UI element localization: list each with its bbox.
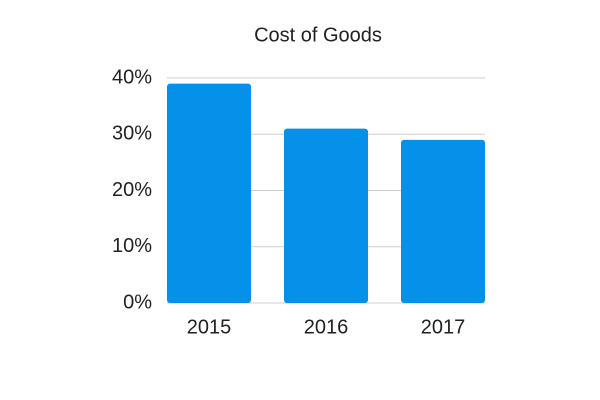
bar [284, 128, 368, 303]
x-tick-label: 2015 [187, 316, 232, 338]
y-tick-label: 20% [112, 179, 152, 201]
bar [401, 139, 485, 303]
chart-title: Cost of Goods [254, 24, 382, 46]
y-tick-label: 40% [112, 66, 152, 88]
y-tick-label: 0% [123, 291, 152, 313]
x-tick-label: 2016 [304, 316, 349, 338]
y-tick-label: 10% [112, 235, 152, 257]
bar [167, 83, 251, 303]
x-tick-label: 2017 [421, 316, 466, 338]
y-tick-label: 30% [112, 123, 152, 145]
